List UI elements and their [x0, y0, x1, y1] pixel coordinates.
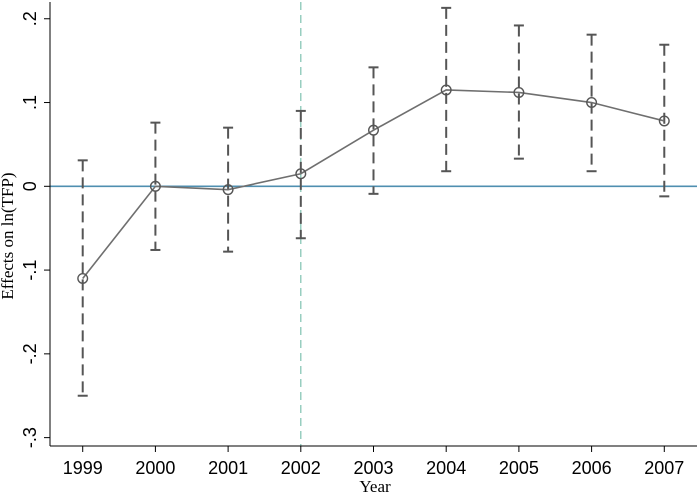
x-tick-label: 2003: [353, 458, 393, 478]
axes: [44, 2, 697, 452]
y-axis-title: Effects on ln(TFP): [0, 172, 17, 299]
data-point: [295, 168, 307, 180]
x-tick-label: 2007: [644, 458, 684, 478]
confidence-interval: [77, 159, 88, 397]
series-line: [82, 89, 665, 279]
data-point: [368, 124, 380, 136]
data-point: [586, 97, 598, 109]
x-tick-label: 2005: [499, 458, 539, 478]
y-tick-label: -.1: [20, 260, 40, 281]
x-axis-title: Year: [359, 477, 391, 492]
data-point: [513, 86, 525, 98]
confidence-interval: [513, 24, 524, 160]
tick-labels: .2 .1 0 -.1 -.2 -.3 1999 2000 2001 2002 2003 2004 20…: [20, 11, 684, 478]
y-tick-label: .2: [20, 11, 40, 26]
x-tick-label: 2006: [572, 458, 612, 478]
data-point: [222, 184, 234, 196]
y-tick-label: -.2: [20, 343, 40, 364]
data-point: [149, 180, 161, 192]
confidence-interval: [441, 6, 452, 173]
series-line-layer: [82, 89, 665, 279]
x-tick-label: 2001: [208, 458, 248, 478]
confidence-interval: [150, 121, 161, 251]
confidence-intervals: [77, 6, 670, 397]
x-tick-label: 1999: [63, 458, 103, 478]
x-tick-label: 2002: [281, 458, 321, 478]
data-point: [77, 272, 89, 284]
y-tick-label: -.3: [20, 427, 40, 448]
data-point: [440, 84, 452, 96]
data-points: [77, 84, 670, 284]
confidence-interval: [295, 109, 306, 240]
x-tick-label: 2000: [135, 458, 175, 478]
confidence-interval: [368, 66, 379, 195]
data-point: [658, 115, 670, 127]
y-tick-label: 0: [20, 181, 40, 191]
x-tick-label: 2004: [426, 458, 466, 478]
y-tick-label: .1: [20, 95, 40, 110]
